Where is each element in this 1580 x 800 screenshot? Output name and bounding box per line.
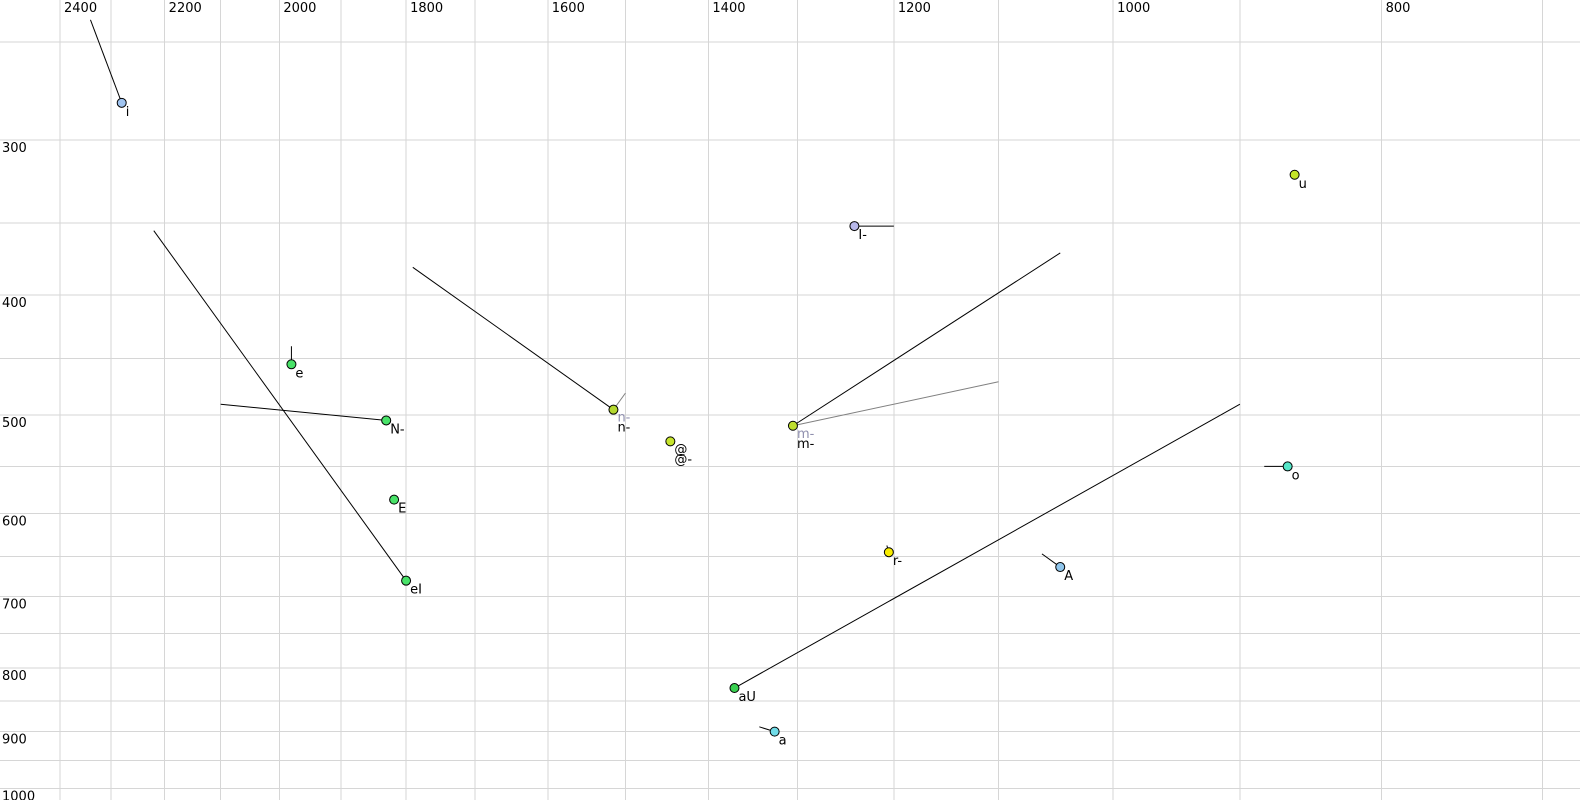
point-label-n-0: n- (617, 411, 630, 426)
x-tick-label-800: 800 (1386, 1, 1411, 16)
trajectory-line-m-0 (792, 252, 1061, 427)
trajectory-line-i-0 (89, 19, 123, 104)
data-point-E (389, 494, 400, 505)
point-label-n-1: n- (617, 421, 630, 436)
y-tick-label-900: 900 (2, 733, 27, 748)
data-point-aU (729, 683, 740, 694)
data-point-@ (665, 436, 676, 447)
data-point-eI (401, 575, 412, 586)
y-tick-label-500: 500 (2, 416, 27, 431)
data-point-a (769, 726, 780, 737)
x-tick-label-2200: 2200 (169, 1, 202, 16)
point-label-m-1: m- (797, 437, 815, 452)
point-label-eI: eI (410, 583, 422, 598)
x-tick-label-2400: 2400 (64, 1, 97, 16)
trajectory-line-aU-0 (734, 403, 1241, 689)
point-label-o: o (1292, 468, 1300, 483)
point-label-a: a (779, 734, 787, 749)
point-label-E: E (398, 502, 406, 517)
data-point-i (116, 97, 127, 108)
point-label-N: N- (390, 422, 405, 437)
y-tick-label-800: 800 (2, 669, 27, 684)
point-label-A: A (1064, 569, 1073, 584)
data-points (116, 97, 1300, 737)
data-point-labels: i u I-e N-n-n- @@- m-m- EeI r- Ao aU a (126, 105, 1307, 749)
point-label-u: u (1299, 177, 1307, 192)
x-tick-label-1800: 1800 (410, 1, 443, 16)
data-point-m (787, 420, 798, 431)
point-label-aU: aU (738, 690, 755, 705)
y-tick-label-700: 700 (2, 597, 27, 612)
y-axis-tick-labels: 300 400 500 600 700 800 900 1000 (2, 141, 35, 800)
data-point-e (286, 359, 297, 370)
point-label-@-1: @- (674, 452, 692, 467)
data-point-u (1289, 169, 1300, 180)
x-tick-label-1400: 1400 (712, 1, 745, 16)
data-point-N (381, 415, 392, 426)
y-tick-label-300: 300 (2, 141, 27, 156)
y-tick-label-1000: 1000 (2, 789, 35, 800)
x-tick-label-1000: 1000 (1117, 1, 1150, 16)
trajectory-lines (89, 19, 1288, 733)
point-label-@-0: @ (674, 442, 687, 457)
point-label-I: I- (858, 228, 867, 243)
x-tick-label-1600: 1600 (552, 1, 585, 16)
y-tick-label-400: 400 (2, 296, 27, 311)
x-axis-tick-labels: 2400 2200 2000 1800 1600 1400 1200 1000 800 (64, 1, 1410, 16)
point-label-r: r- (893, 554, 903, 569)
y-tick-label-600: 600 (2, 514, 27, 529)
point-label-i: i (126, 105, 130, 120)
point-label-e: e (295, 366, 303, 381)
data-point-A (1055, 562, 1066, 573)
data-point-I (849, 221, 860, 232)
x-tick-label-2000: 2000 (283, 1, 316, 16)
data-point-n (608, 404, 619, 415)
trajectory-line-eI-0 (153, 230, 407, 581)
trajectory-line-n-0 (412, 266, 614, 411)
data-point-r (883, 547, 894, 558)
trajectory-line-N-0 (220, 403, 387, 421)
x-tick-label-1200: 1200 (898, 1, 931, 16)
trajectory-line-m-1 (792, 381, 999, 427)
point-label-m-0: m- (797, 427, 815, 442)
data-point-o (1282, 461, 1293, 472)
